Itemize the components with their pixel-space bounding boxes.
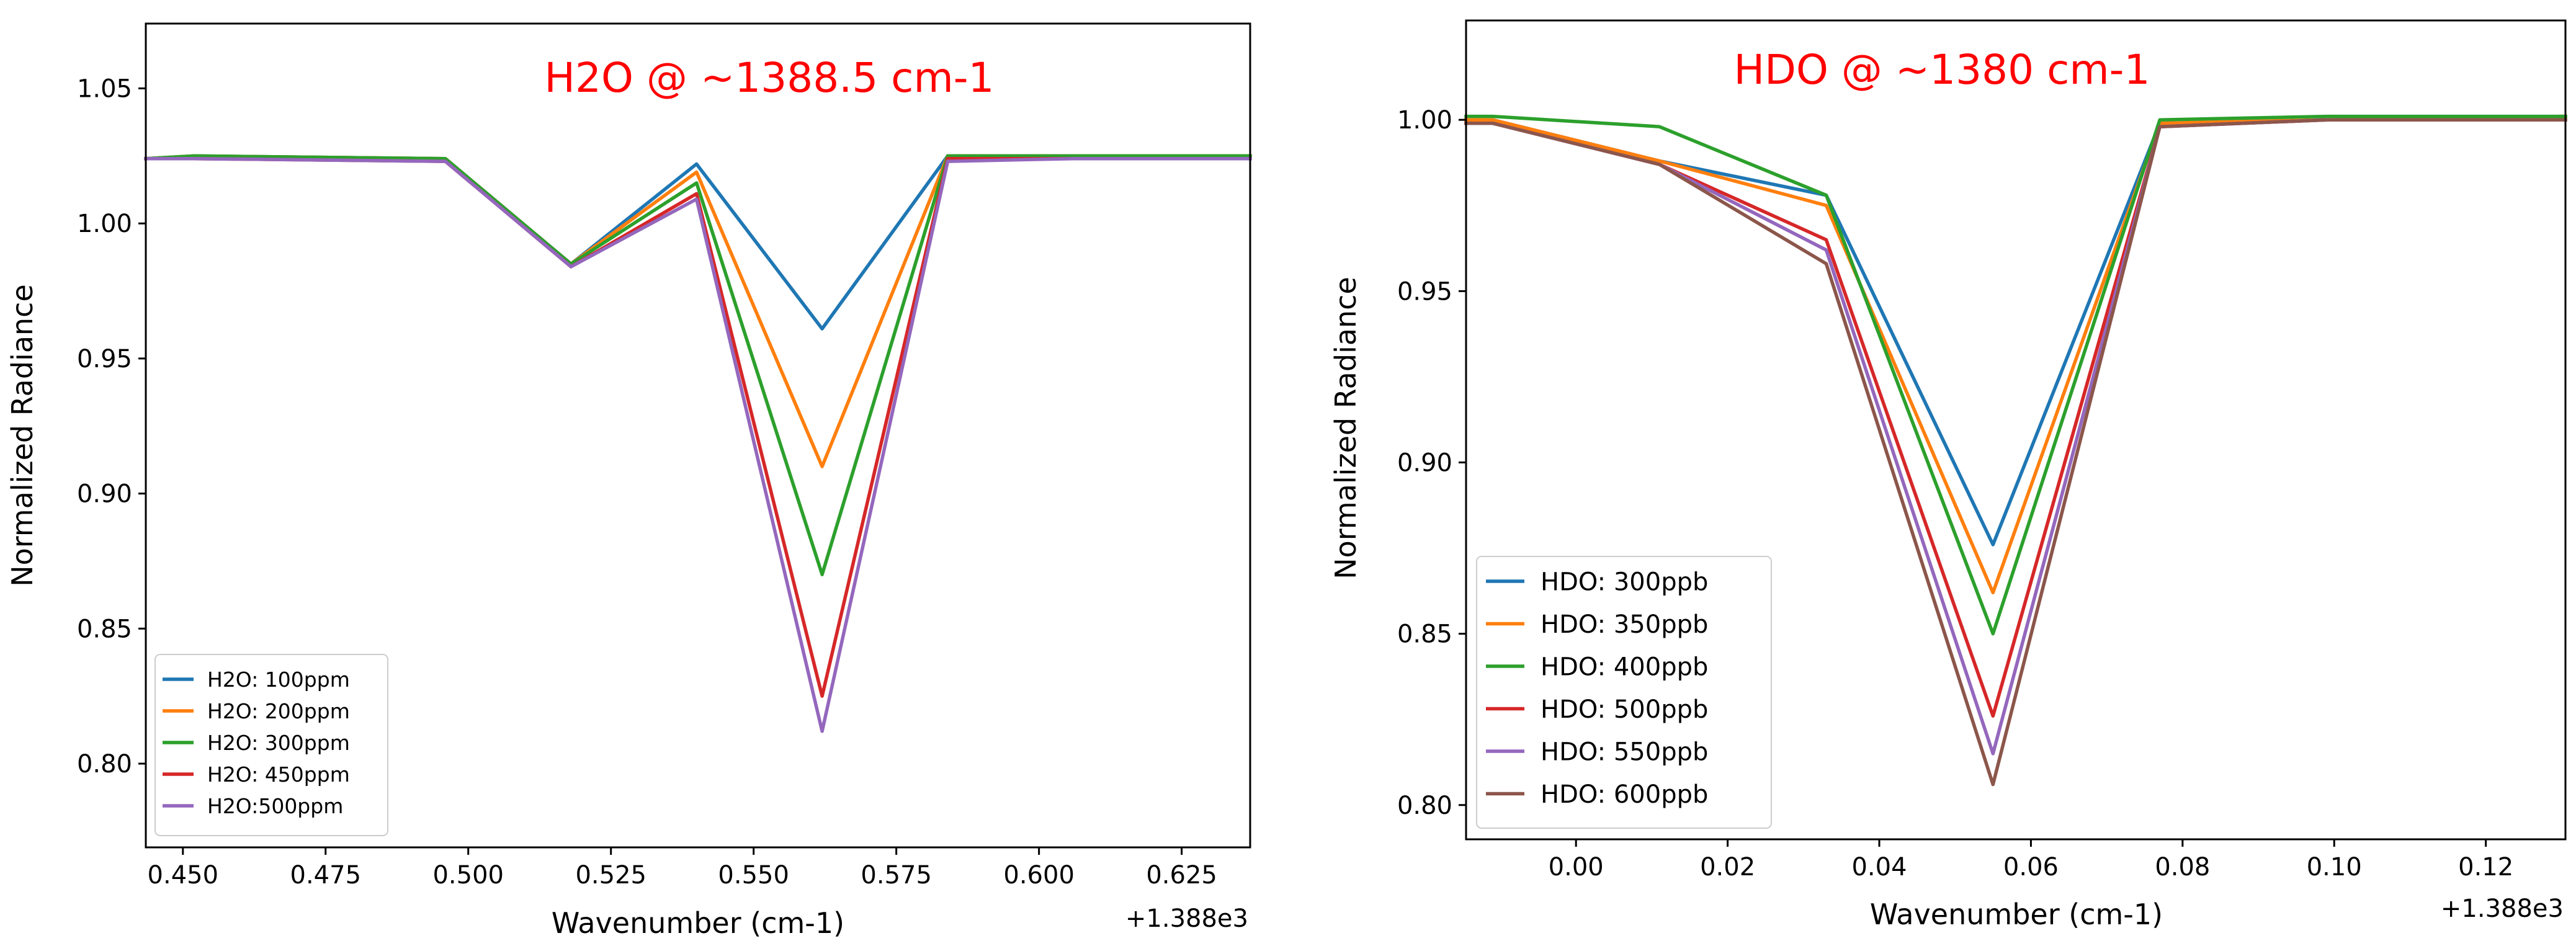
h2o-y-tick-label: 0.85 [77,615,132,643]
hdo-y-tick-label: 0.90 [1397,448,1452,477]
h2o-x-tick-label: 0.500 [432,861,504,890]
hdo-annotation: HDO @ ~1380 cm-1 [1734,46,2150,94]
h2o-series-line-5 [144,156,1252,733]
hdo-legend-label: HDO: 350ppb [1541,610,1708,639]
hdo-x-tick-label: 0.12 [2458,853,2513,881]
h2o-legend-label: H2O:500ppm [207,794,343,818]
h2o-y-tick-label: 1.05 [77,74,132,103]
h2o-series-line-3 [144,154,1252,576]
hdo-x-axis-label: Wavenumber (cm-1) [1870,898,2163,931]
hdo-y-axis-label: Normalized Radiance [1329,277,1362,579]
h2o-legend-label: H2O: 300ppm [207,731,350,755]
hdo-y-tick-label: 1.00 [1397,106,1452,135]
hdo-chart: 0.00 0.02 0.04 0.06 0.08 0.10 0.12 0.80 0.85 0.9… [1329,19,2567,931]
hdo-x-ticks: 0.00 0.02 0.04 0.06 0.08 0.10 0.12 [1549,839,2513,881]
hdo-legend-label: HDO: 300ppb [1541,568,1708,596]
hdo-x-tick-label: 0.10 [2307,853,2362,881]
h2o-y-tick-label: 0.95 [77,345,132,373]
h2o-x-tick-label: 0.625 [1146,861,1217,890]
hdo-series-line-6 [1464,118,2567,787]
h2o-y-tick-label: 0.90 [77,480,132,509]
hdo-legend-box [1476,556,1772,829]
hdo-legend: HDO: 300ppb HDO: 350ppb HDO: 400ppb HDO: 50… [1476,556,1772,829]
h2o-x-tick-label: 0.450 [148,861,219,890]
h2o-legend-label: H2O: 450ppm [207,762,350,787]
h2o-y-tick-label: 0.80 [77,750,132,779]
hdo-legend-label: HDO: 400ppb [1541,653,1708,681]
h2o-annotation: H2O @ ~1388.5 cm-1 [544,54,994,102]
hdo-series-line-3 [1464,114,2567,636]
h2o-x-ticks: 0.450 0.475 0.500 0.525 0.550 0.575 0.600 0.625 [148,847,1217,890]
h2o-x-offset-label: +1.388e3 [1125,904,1248,933]
h2o-chart: 0.450 0.475 0.500 0.525 0.550 0.575 0.600 0.625… [6,22,1252,940]
h2o-x-tick-label: 0.575 [861,861,932,890]
hdo-series-lines [1464,114,2567,787]
h2o-plot-frame [145,22,1251,849]
hdo-x-tick-label: 0.04 [1851,853,1907,881]
hdo-plot-frame [1465,19,2567,841]
hdo-y-tick-label: 0.80 [1397,792,1452,820]
hdo-legend-entries: HDO: 300ppb HDO: 350ppb HDO: 400ppb HDO: 50… [1486,568,1708,809]
hdo-x-offset-label: +1.388e3 [2441,895,2564,923]
hdo-y-tick-label: 0.85 [1397,620,1452,649]
h2o-y-ticks: 0.80 0.85 0.90 0.95 1.00 1.05 [77,74,146,779]
h2o-series-lines [144,154,1252,733]
h2o-legend-label: H2O: 200ppm [207,699,350,723]
hdo-y-tick-label: 0.95 [1397,277,1452,306]
h2o-y-tick-label: 1.00 [77,210,132,238]
h2o-legend: H2O: 100ppm H2O: 200ppm H2O: 300ppm H2O: 45… [154,654,388,836]
h2o-x-tick-label: 0.475 [290,861,362,890]
hdo-legend-label: HDO: 600ppb [1541,780,1708,809]
hdo-x-tick-label: 0.06 [2003,853,2059,881]
h2o-legend-entries: H2O: 100ppm H2O: 200ppm H2O: 300ppm H2O: 45… [163,667,350,818]
hdo-y-ticks: 0.80 0.85 0.90 0.95 1.00 [1397,106,1466,820]
hdo-x-tick-label: 0.00 [1549,853,1604,881]
h2o-x-tick-label: 0.550 [718,861,789,890]
h2o-legend-box [154,654,388,836]
hdo-legend-label: HDO: 500ppb [1541,695,1708,724]
hdo-x-tick-label: 0.08 [2155,853,2210,881]
hdo-x-tick-label: 0.02 [1700,853,1755,881]
h2o-y-axis-label: Normalized Radiance [6,284,39,587]
h2o-legend-label: H2O: 100ppm [207,667,350,692]
h2o-x-axis-label: Wavenumber (cm-1) [552,906,844,940]
hdo-legend-label: HDO: 550ppb [1541,738,1708,766]
h2o-x-tick-label: 0.600 [1003,861,1075,890]
h2o-x-tick-label: 0.525 [575,861,646,890]
